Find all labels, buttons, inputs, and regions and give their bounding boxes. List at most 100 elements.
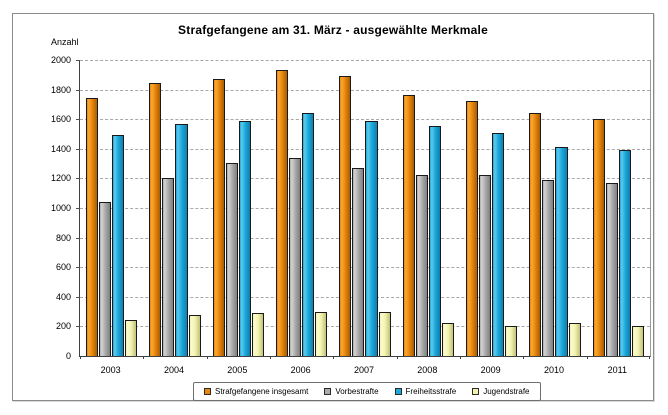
y-axis-tick bbox=[76, 89, 80, 91]
chart-frame: Strafgefangene am 31. März - ausgewählte… bbox=[12, 13, 654, 401]
x-tick-label: 2011 bbox=[607, 365, 627, 375]
y-axis-tick bbox=[76, 119, 80, 121]
legend-item: Jugendstrafe bbox=[472, 387, 530, 396]
bar bbox=[402, 94, 415, 356]
y-tick-label: 1200 bbox=[50, 173, 71, 184]
y-axis-tick bbox=[76, 296, 80, 298]
bar bbox=[505, 325, 518, 356]
y-tick-label: 1000 bbox=[50, 203, 71, 213]
y-tick-label: 2000 bbox=[50, 55, 71, 65]
x-axis-tick bbox=[143, 356, 145, 359]
gridline bbox=[80, 89, 650, 91]
bar bbox=[441, 323, 454, 356]
bar-group-2003 bbox=[80, 60, 143, 356]
y-axis-title: Anzahl bbox=[51, 37, 79, 47]
bar bbox=[592, 119, 605, 356]
y-axis-tick bbox=[76, 178, 80, 180]
bar bbox=[162, 177, 175, 356]
gridline bbox=[80, 296, 650, 298]
legend-label: Vorbestrafte bbox=[335, 387, 379, 396]
bar bbox=[529, 113, 542, 356]
x-axis-tick bbox=[396, 356, 398, 359]
bar bbox=[339, 76, 352, 356]
legend: Strafgefangene insgesamt Vorbestrafte Frei… bbox=[193, 382, 541, 401]
bar bbox=[225, 162, 238, 356]
y-axis-tick-labels: 0 200 400 600 800 1000 1200 1400 1600 1800 2000 bbox=[25, 55, 75, 361]
legend-label: Jugendstrafe bbox=[483, 387, 530, 396]
bar bbox=[212, 78, 225, 356]
x-axis-tick bbox=[206, 356, 208, 359]
gridline bbox=[80, 148, 650, 150]
bar-group-2005 bbox=[207, 60, 270, 356]
x-axis-tick bbox=[649, 356, 650, 359]
x-axis-tick bbox=[269, 356, 271, 359]
bars-layer bbox=[80, 60, 650, 356]
bar bbox=[428, 125, 441, 356]
bar-group-2011 bbox=[587, 60, 650, 356]
legend-label: Freiheitsstrafe bbox=[405, 387, 457, 396]
gridline bbox=[80, 178, 650, 180]
y-axis-tick bbox=[76, 60, 80, 61]
bar bbox=[415, 175, 428, 356]
bar-group-2007 bbox=[333, 60, 396, 356]
y-axis-tick bbox=[76, 267, 80, 269]
legend-swatch bbox=[204, 388, 211, 395]
x-axis-tick bbox=[523, 356, 525, 359]
plot-area bbox=[76, 60, 651, 359]
bar bbox=[99, 202, 112, 356]
bar bbox=[302, 113, 315, 356]
y-axis-tick bbox=[76, 208, 80, 209]
y-tick-label: 0 bbox=[65, 351, 71, 361]
bar bbox=[479, 174, 492, 356]
legend-swatch bbox=[394, 388, 402, 395]
bar bbox=[125, 320, 138, 356]
x-tick-label: 2003 bbox=[100, 365, 121, 375]
y-tick-label: 600 bbox=[55, 262, 71, 273]
y-axis-tick bbox=[76, 148, 80, 150]
bar bbox=[465, 101, 479, 356]
legend-item: Strafgefangene insgesamt bbox=[204, 387, 308, 396]
bar bbox=[315, 312, 328, 356]
bar-group-2004 bbox=[143, 60, 206, 356]
x-axis-tick-labels: 2003 2004 2005 2006 2007 2008 2009 2010 2011 bbox=[79, 365, 649, 377]
legend-item: Freiheitsstrafe bbox=[394, 387, 457, 396]
chart-title: Strafgefangene am 31. März - ausgewählte… bbox=[178, 23, 488, 37]
x-tick-label: 2005 bbox=[227, 365, 248, 375]
legend-label: Strafgefangene insgesamt bbox=[215, 387, 309, 396]
x-tick-label: 2007 bbox=[353, 365, 374, 375]
legend-swatch bbox=[324, 388, 332, 395]
y-tick-label: 800 bbox=[55, 232, 71, 243]
y-axis-tick bbox=[76, 237, 80, 239]
bar bbox=[378, 311, 391, 356]
y-tick-label: 1400 bbox=[50, 143, 71, 154]
gridline bbox=[80, 267, 650, 269]
bar bbox=[365, 120, 378, 356]
y-axis-tick bbox=[76, 326, 80, 328]
bar bbox=[238, 121, 251, 356]
bar bbox=[275, 69, 289, 356]
bar bbox=[605, 182, 618, 356]
x-axis-tick bbox=[80, 356, 81, 359]
y-tick-label: 200 bbox=[55, 321, 71, 332]
y-tick-label: 400 bbox=[55, 291, 71, 302]
bar bbox=[188, 315, 201, 356]
bar bbox=[251, 313, 264, 356]
gridline bbox=[80, 237, 650, 239]
legend-swatch bbox=[472, 388, 480, 395]
bar bbox=[149, 82, 162, 356]
bar bbox=[542, 179, 555, 356]
x-tick-label: 2009 bbox=[480, 365, 501, 375]
x-axis-tick bbox=[459, 356, 461, 359]
x-tick-label: 2006 bbox=[290, 365, 311, 375]
x-axis-tick bbox=[586, 356, 588, 359]
gridline bbox=[80, 60, 650, 61]
legend-item: Vorbestrafte bbox=[324, 387, 379, 396]
bar-group-2008 bbox=[397, 60, 460, 356]
bar bbox=[352, 168, 365, 356]
gridline bbox=[80, 208, 650, 209]
bar bbox=[86, 97, 99, 356]
bar bbox=[289, 157, 302, 356]
x-tick-label: 2008 bbox=[417, 365, 438, 375]
bar bbox=[492, 132, 505, 356]
